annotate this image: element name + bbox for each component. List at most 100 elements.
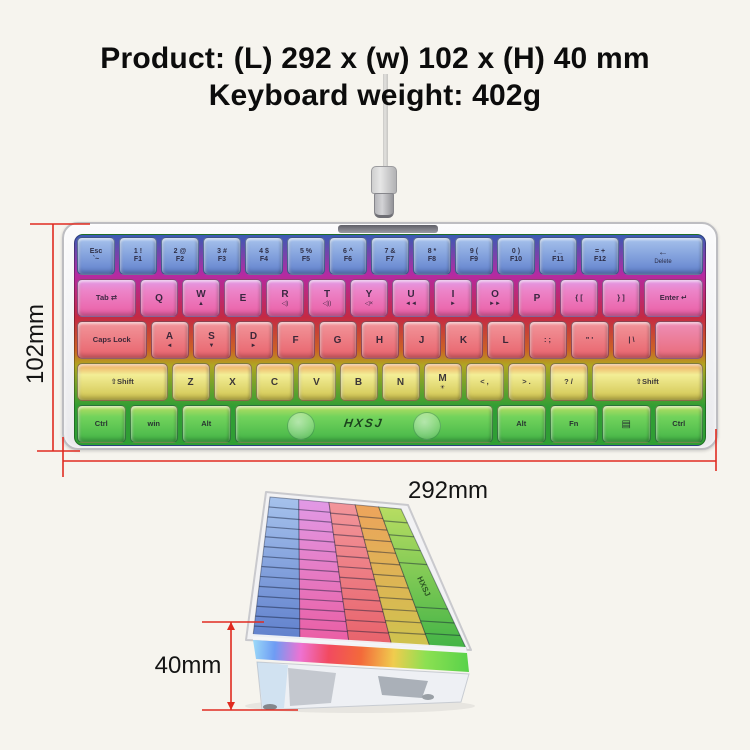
key-r3-c9: > . xyxy=(507,363,546,401)
case-lip xyxy=(252,634,467,653)
key-separator xyxy=(394,548,421,552)
key-separator xyxy=(341,587,378,591)
key-separator xyxy=(347,630,389,634)
qwerty-row: Tab ⇄ Q W ▲ E R ◁) T ◁)) Y ◁× U ◄◄ I ► O ►► P{ [} ] Enter … xyxy=(75,277,705,319)
product-title: Product: (L) 292 x (w) 102 x (H) 40 mm K… xyxy=(0,40,750,114)
keyboard-top-view: Esc `~ 1 ! F1 2 @ F2 3 # F3 4 $ F4 5 % F5 6 ^ F6 7 & F7… xyxy=(62,222,718,450)
key-r2-c11: " ' xyxy=(570,321,609,359)
key-r1-c11: { [ xyxy=(560,279,598,317)
key-separator xyxy=(382,608,418,612)
key-r3-c11: ⇧Shift xyxy=(591,363,703,401)
key-r4-c1: win xyxy=(129,405,178,443)
height-dimension-label: 40mm xyxy=(154,652,222,679)
key-separator xyxy=(338,565,372,570)
key-separator xyxy=(339,576,375,581)
key-separator xyxy=(299,618,347,623)
key-r2-c3: D ► xyxy=(234,321,273,359)
key-r2-c12: | \ xyxy=(612,321,651,359)
key-separator xyxy=(299,538,335,543)
key-r0-c1: 1 ! F1 xyxy=(119,237,157,275)
key-separator xyxy=(367,550,396,554)
key-r4-c7: Ctrl xyxy=(654,405,703,443)
key-separator xyxy=(383,520,408,524)
internal-reflection xyxy=(257,662,288,710)
key-separator xyxy=(298,508,331,513)
key-separator xyxy=(345,619,386,624)
key-separator xyxy=(262,555,300,560)
key-r3-c5: B xyxy=(339,363,378,401)
key-separator xyxy=(344,608,384,613)
key-r0-c2: 2 @ F2 xyxy=(161,237,199,275)
key-separator xyxy=(388,631,426,635)
spacebar-dome xyxy=(286,412,315,440)
key-r0-c8: 8 * F8 xyxy=(413,237,451,275)
key-separator xyxy=(385,620,422,624)
key-r0-c13: ← Delete xyxy=(623,237,703,275)
key-r4-c4: Alt xyxy=(497,405,546,443)
key-r2-c6: H xyxy=(360,321,399,359)
key-r1-c4: R ◁) xyxy=(266,279,304,317)
keyboard-plate: Esc `~ 1 ! F1 2 @ F2 3 # F3 4 $ F4 5 % F5 6 ^ F6 7 & F7… xyxy=(74,234,706,446)
usb-port xyxy=(338,225,438,233)
key-r4-c3: HXSJ xyxy=(234,405,493,443)
key-r0-c5: 5 % F5 xyxy=(287,237,325,275)
internal-component xyxy=(288,668,336,706)
key-separator xyxy=(263,546,300,550)
key-separator xyxy=(388,534,415,538)
key-r1-c5: T ◁)) xyxy=(308,279,346,317)
key-r1-c12: } ] xyxy=(602,279,640,317)
key-r4-c0: Ctrl xyxy=(77,405,126,443)
key-r1-c2: W ▲ xyxy=(182,279,220,317)
key-separator xyxy=(361,527,388,531)
key-separator xyxy=(379,596,413,601)
key-separator xyxy=(415,606,448,610)
key-separator xyxy=(267,516,300,521)
key-r2-c1: A ◄ xyxy=(150,321,189,359)
key-separator xyxy=(260,575,300,580)
key-r1-c8: I ► xyxy=(434,279,472,317)
key-r2-c9: L xyxy=(486,321,525,359)
key-r2-c4: F xyxy=(276,321,315,359)
key-r0-c12: = + F12 xyxy=(581,237,619,275)
keyboard-foot xyxy=(422,694,434,700)
key-r0-c11: - _ F11 xyxy=(539,237,577,275)
key-separator xyxy=(364,538,392,543)
home-row: Caps Lock A ◄ S ▼ D ► F G H J K L: ; " ' | \ xyxy=(75,319,705,361)
key-r1-c6: Y ◁× xyxy=(350,279,388,317)
depth-dimension-label: 102mm xyxy=(22,303,49,385)
key-r1-c10: P xyxy=(518,279,556,317)
key-separator xyxy=(299,608,345,613)
key-separator xyxy=(376,585,409,589)
key-separator xyxy=(298,528,334,533)
key-r3-c1: Z xyxy=(171,363,210,401)
key-r3-c8: < , xyxy=(465,363,504,401)
key-separator xyxy=(299,628,348,633)
keyboard-foot xyxy=(263,704,277,710)
key-r0-c7: 7 & F7 xyxy=(371,237,409,275)
key-r3-c6: N xyxy=(381,363,420,401)
key-separator xyxy=(268,506,299,511)
product-dimensions-text: Product: (L) 292 x (w) 102 x (H) 40 mm xyxy=(100,42,650,75)
key-separator xyxy=(257,595,300,600)
product-weight-text: Keyboard weight: 402g xyxy=(208,79,542,112)
key-separator xyxy=(259,585,300,590)
brand-logo: HXSJ xyxy=(343,416,385,431)
key-separator xyxy=(358,515,384,520)
key-r3-c10: ? / xyxy=(549,363,588,401)
key-separator xyxy=(335,544,367,549)
key-r2-c7: J xyxy=(402,321,441,359)
key-r2-c10: : ; xyxy=(528,321,567,359)
key-r0-c10: 0 ) F10 xyxy=(497,237,535,275)
key-separator xyxy=(399,561,428,566)
key-separator xyxy=(299,558,338,563)
key-r1-c9: O ►► xyxy=(476,279,514,317)
bottom-row: Ctrl win Alt HXSJ Alt Fn ▤ Ctrl xyxy=(75,403,705,445)
key-separator xyxy=(266,526,300,531)
usb-cable xyxy=(383,74,388,168)
number-row: Esc `~ 1 ! F1 2 @ F2 3 # F3 4 $ F4 5 % F5 6 ^ F6 7 & F7… xyxy=(75,235,705,277)
key-separator xyxy=(299,588,342,593)
key-separator xyxy=(420,620,455,624)
key-separator xyxy=(331,523,361,527)
